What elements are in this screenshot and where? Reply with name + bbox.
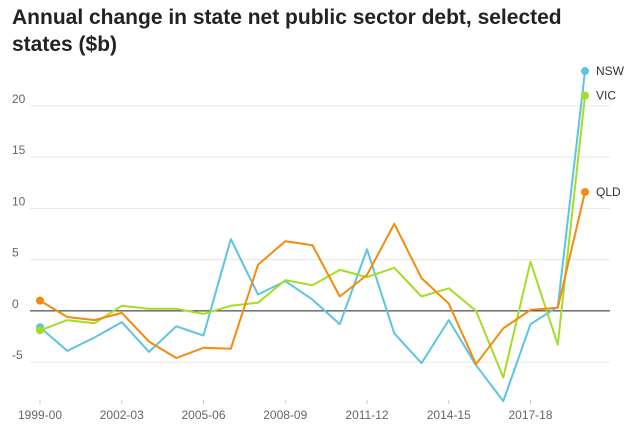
y-tick-label: 15 — [12, 143, 26, 157]
x-tick-label: 2014-15 — [427, 408, 471, 422]
y-tick-label: 5 — [12, 246, 19, 260]
series-line-qld — [39, 191, 586, 366]
x-tick-label: 2002-03 — [100, 408, 144, 422]
gridlines — [30, 105, 610, 363]
x-tick-label: 2005-06 — [181, 408, 225, 422]
y-tick-label: 20 — [12, 92, 26, 106]
series-end-point-qld — [581, 187, 589, 196]
series-label-qld: QLD — [596, 185, 621, 199]
series-end-point-vic — [581, 91, 589, 100]
x-tick-label: 1999-00 — [18, 408, 62, 422]
y-tick-label: 10 — [12, 194, 26, 208]
chart-title: Annual change in state net public sector… — [12, 6, 562, 56]
series-lines — [36, 67, 589, 403]
x-tick-label: 2017-18 — [508, 408, 552, 422]
series-label-vic: VIC — [596, 89, 616, 103]
series-end-point-nsw — [581, 67, 589, 76]
y-tick-label: 0 — [12, 297, 19, 311]
series-line-vic — [39, 94, 586, 379]
y-axis: -5 0 5 10 15 20 — [12, 92, 26, 362]
x-tick-label: 2011-12 — [345, 408, 388, 422]
series-start-point-qld — [36, 296, 44, 305]
x-axis: 1999-00 2002-03 2005-06 2008-09 2011-12 2014-… — [18, 400, 553, 422]
series-labels: NSW VIC QLD — [596, 64, 625, 199]
series-start-point-vic — [36, 326, 44, 335]
x-tick-label: 2008-09 — [263, 408, 307, 422]
series-label-nsw: NSW — [596, 64, 625, 78]
series-line-nsw — [39, 70, 586, 403]
y-tick-label: -5 — [12, 348, 23, 362]
